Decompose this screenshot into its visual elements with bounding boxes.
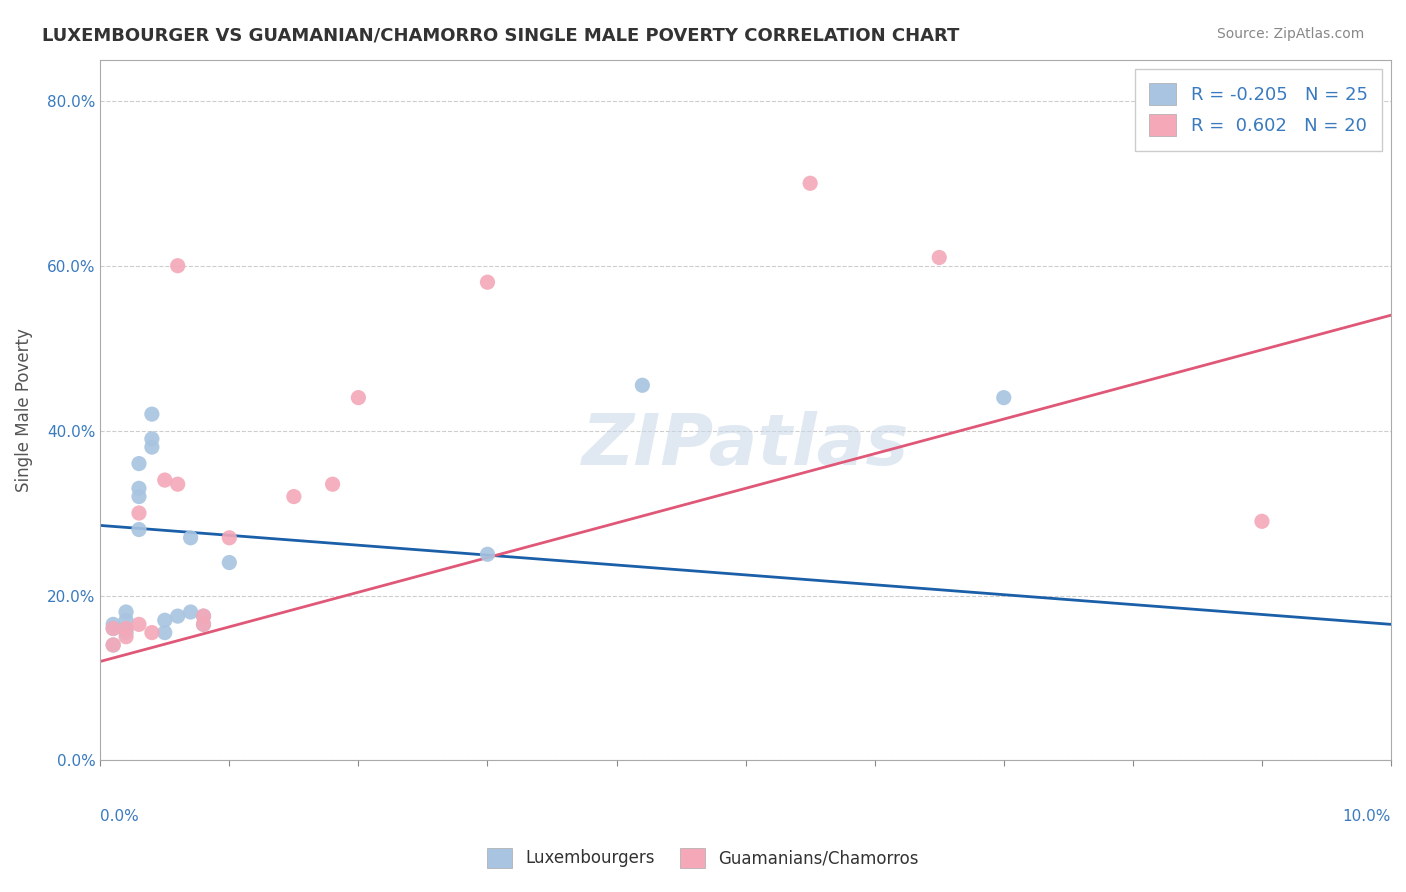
Point [115, 622, 138, 636]
Point [193, 617, 215, 632]
Point [322, 477, 344, 491]
Text: 0.0%: 0.0% [100, 809, 139, 824]
Point [128, 506, 150, 520]
Point [128, 617, 150, 632]
Text: LUXEMBOURGER VS GUAMANIAN/CHAMORRO SINGLE MALE POVERTY CORRELATION CHART: LUXEMBOURGER VS GUAMANIAN/CHAMORRO SINGL… [42, 27, 959, 45]
Point [115, 625, 138, 640]
Text: Source: ZipAtlas.com: Source: ZipAtlas.com [1216, 27, 1364, 41]
Point [193, 617, 215, 632]
Y-axis label: Single Male Poverty: Single Male Poverty [15, 328, 32, 492]
Point [1251, 514, 1274, 528]
Point [218, 531, 240, 545]
Point [101, 622, 124, 636]
Point [153, 613, 176, 627]
Point [153, 625, 176, 640]
Point [166, 477, 188, 491]
Point [993, 391, 1015, 405]
Point [141, 407, 163, 421]
Point [141, 440, 163, 454]
Point [166, 259, 188, 273]
Point [799, 176, 821, 190]
Point [347, 391, 370, 405]
Point [631, 378, 654, 392]
Point [166, 609, 188, 624]
Point [115, 613, 138, 627]
Text: ZIPatlas: ZIPatlas [582, 410, 910, 480]
Point [115, 630, 138, 644]
Point [193, 609, 215, 624]
Point [153, 473, 176, 487]
Point [128, 490, 150, 504]
Text: 10.0%: 10.0% [1343, 809, 1391, 824]
Point [101, 638, 124, 652]
Point [128, 481, 150, 495]
Legend: Luxembourgers, Guamanians/Chamorros: Luxembourgers, Guamanians/Chamorros [481, 841, 925, 875]
Point [193, 609, 215, 624]
Point [128, 457, 150, 471]
Point [128, 523, 150, 537]
Point [283, 490, 305, 504]
Point [141, 432, 163, 446]
Point [141, 625, 163, 640]
Point [218, 556, 240, 570]
Point [115, 605, 138, 619]
Legend: R = -0.205   N = 25, R =  0.602   N = 20: R = -0.205 N = 25, R = 0.602 N = 20 [1135, 69, 1382, 151]
Point [477, 275, 499, 289]
Point [101, 622, 124, 636]
Point [477, 547, 499, 561]
Point [115, 622, 138, 636]
Point [101, 617, 124, 632]
Point [928, 251, 950, 265]
Point [101, 638, 124, 652]
Point [180, 531, 202, 545]
Point [180, 605, 202, 619]
